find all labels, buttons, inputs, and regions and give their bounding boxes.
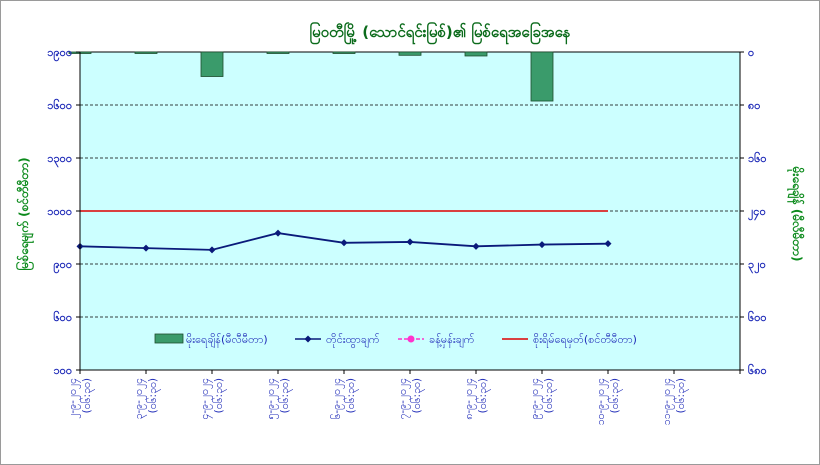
y-axis-left-tick-label: ၉၀၀ xyxy=(53,258,72,274)
legend-item: မိုးရေချိန်(မီလီမီတာ) xyxy=(154,333,268,348)
x-tick-date: ၈-၉-၂၀၂၄ xyxy=(463,378,477,420)
observed-level-point xyxy=(340,239,348,247)
series-lines xyxy=(76,210,612,254)
rainfall-bar xyxy=(332,51,356,54)
x-tick-time: (၀၆:၃၀) xyxy=(608,378,623,413)
x-axis-tick-label: ၆-၉-၂၀၂၄ (၀၆:၃၀) xyxy=(330,378,359,420)
rainfall-bar xyxy=(200,51,224,77)
x-tick-time: (၀၆:၃၀) xyxy=(146,378,161,413)
observed-level-point xyxy=(538,241,546,249)
rainfall-bar xyxy=(266,51,290,54)
x-axis-tick-label: ၁၁-၉-၂၀၂၄ (၀၆:၃၀) xyxy=(661,378,689,425)
x-axis-tick-label: ၅-၉-၂၀၂၄ (၀၆:၃၀) xyxy=(265,378,293,420)
x-tick-time: (၀၆:၃၀) xyxy=(212,378,227,413)
legend-marker xyxy=(407,335,415,343)
y-axis-left-tick-label: ၆၀၀ xyxy=(53,311,72,324)
x-tick-time: (၀၆:၃၀) xyxy=(542,378,557,413)
x-tick-time: (၀၆:၃၀) xyxy=(674,378,689,413)
axes xyxy=(76,51,744,374)
x-axis-tick-label: ၈-၉-၂၀၂၄ (၀၆:၃၀) xyxy=(463,378,491,420)
rainfall-bar xyxy=(464,51,488,57)
legend-marker xyxy=(304,335,312,343)
observed-level-point xyxy=(406,238,414,246)
rainfall-bars xyxy=(68,51,554,102)
rainfall-bar xyxy=(530,51,554,102)
x-tick-date: ၂-၉-၂၀၂၄ xyxy=(67,378,81,419)
x-tick-date: ၁၀-၉-၂၀၂၄ xyxy=(595,378,609,425)
x-axis-tick-label: ၃-၉-၂၀၂၄ (၀၆:၃၀) xyxy=(133,378,161,420)
x-axis-tick-label: ၉-၉-၂၀၂၄ (၀၆:၃၀) xyxy=(529,378,557,420)
legend-label: စိုးရိမ်ရေမှတ်(စင်တီမီတာ) xyxy=(533,333,637,348)
x-tick-date: ၇-၉-၂၀၂၄ xyxy=(397,378,411,420)
y-axis-left-title: မြစ်ရေမျက် (စင်တီမီတာ) xyxy=(14,157,35,270)
x-axis-tick-label: ၁၀-၉-၂၀၂၄ (၀၆:၃၀) xyxy=(595,378,623,425)
y-axis-left-tick-label: ၁၃၀၀ xyxy=(47,152,72,168)
x-tick-time: (၀၆:၃၀) xyxy=(410,378,425,413)
observed-level-point xyxy=(472,242,480,250)
y-axis-right-title: မိုးရေချိန် (မီလီမီတာ) xyxy=(786,166,806,262)
legend-item: ခန့်မှန်းချက် xyxy=(398,333,475,348)
x-tick-date: ၆-၉-၂၀၂၄ xyxy=(330,378,345,420)
rainfall-bar xyxy=(134,51,158,54)
x-tick-date: ၄-၉-၂၀၂၄ xyxy=(199,378,213,420)
x-axis-tick-label: ၂-၉-၂၀၂၄ (၀၆:၃၀) xyxy=(67,378,95,419)
x-tick-time: (၀၆:၃၀) xyxy=(278,378,293,413)
observed-level-point xyxy=(208,246,216,254)
y-axis-right-tick-label: ၈၀ xyxy=(748,99,760,112)
x-axis-tick-label: ၇-၉-၂၀၂၄ (၀၆:၃၀) xyxy=(397,378,425,420)
y-axis-left-tick-label: ၁၆၀၀ xyxy=(47,99,72,112)
observed-level-point xyxy=(274,229,282,237)
x-tick-time: (၀၆:၃၀) xyxy=(80,378,95,413)
x-axis-tick-label: ၄-၉-၂၀၂၄ (၀၆:၃၀) xyxy=(199,378,227,420)
legend-label: တိုင်းထွာချက် xyxy=(326,333,380,348)
y-axis-left-tick-label: ၁၀၀ xyxy=(53,364,72,377)
legend-item: စိုးရိမ်ရေမှတ်(စင်တီမီတာ) xyxy=(502,333,637,348)
x-tick-time: (၀၆:၃၀) xyxy=(344,378,359,413)
x-tick-date: ၉-၉-၂၀၂၄ xyxy=(529,378,543,420)
legend-swatch xyxy=(154,333,184,344)
observed-level-point xyxy=(604,240,612,248)
y-axis-right-tick-label: ၆၈၀ xyxy=(748,364,767,377)
y-axis-right-tick-label: ၁၆၀ xyxy=(748,152,767,165)
x-tick-date: ၃-၉-၂၀၂၄ xyxy=(133,378,147,420)
observed-level-point xyxy=(142,244,150,252)
x-tick-date: ၁၁-၉-၂၀၂၄ xyxy=(661,378,675,425)
rainfall-bar xyxy=(398,51,422,56)
x-axis-ticks: ၂-၉-၂၀၂၄ (၀၆:၃၀) ၃-၉-၂၀၂၄ (၀၆:၃၀) ၄-၉-၂၀၂၄ (၀… xyxy=(67,378,689,425)
legend: မိုးရေချိန်(မီလီမီတာ) တိုင်းထွာချက် ခန့်မှ… xyxy=(154,333,637,348)
x-tick-time: (၀၆:၃၀) xyxy=(476,378,491,413)
y-axis-right-tick-label: ၃၂၀ xyxy=(748,258,766,274)
legend-label: ခန့်မှန်းချက် xyxy=(429,333,475,348)
y-axis-right-tick-label: ၂၄၀ xyxy=(748,205,766,221)
y-axis-right-tick-label: ၆၀၀ xyxy=(748,311,767,324)
y-axis-left-tick-label: ၁၉၀၀ xyxy=(47,46,72,62)
x-tick-date: ၅-၉-၂၀၂၄ xyxy=(265,378,279,420)
y-axis-left-tick-label: ၁၀၀၀ xyxy=(47,205,72,218)
y-axis-right-tick-label: ၀ xyxy=(748,46,754,59)
legend-item: တိုင်းထွာချက် xyxy=(295,333,380,348)
legend-label: မိုးရေချိန်(မီလီမီတာ) xyxy=(186,333,268,348)
